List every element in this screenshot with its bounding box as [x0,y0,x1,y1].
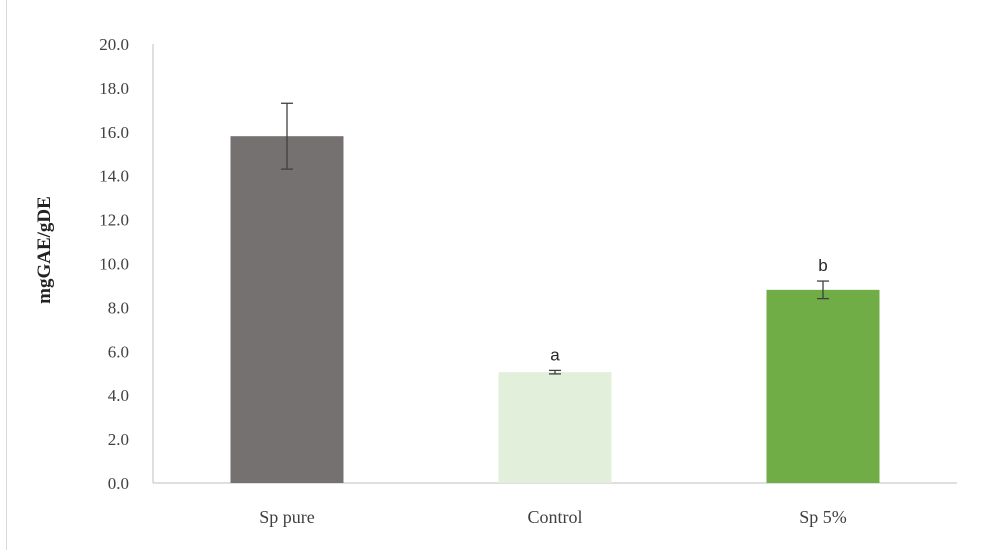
y-tick-label: 4.0 [108,386,129,405]
y-tick-label: 8.0 [108,298,129,317]
y-tick-label: 18.0 [99,79,129,98]
data-label-2: b [818,256,827,275]
bar-0 [230,136,344,483]
y-tick-label: 6.0 [108,342,129,361]
error-bar-2 [817,280,829,300]
bars [230,136,880,483]
category-label-2: Sp 5% [799,507,847,527]
error-bar-1 [549,369,561,375]
y-tick-label: 10.0 [99,255,129,274]
x-axis-categories: Sp pure Control Sp 5% [259,507,847,527]
category-label-0: Sp pure [259,507,315,527]
bar-2 [766,289,880,483]
bar-1 [498,372,612,483]
frame-border [6,0,7,550]
y-tick-label: 20.0 [99,35,129,54]
y-axis-label: mgGAE/gDE [34,196,55,304]
y-tick-label: 16.0 [99,123,129,142]
y-tick-label: 14.0 [99,167,129,186]
y-axis-ticks: 0.0 2.0 4.0 6.0 8.0 10.0 12.0 14.0 16.0 18.0 20.0 [99,35,129,493]
data-labels: ab [550,256,827,364]
y-tick-label: 0.0 [108,474,129,493]
y-tick-label: 12.0 [99,211,129,230]
error-bar-0 [281,102,293,170]
data-label-1: a [550,345,560,364]
y-tick-label: 2.0 [108,430,129,449]
error-bars [281,102,829,375]
category-label-1: Control [527,507,582,527]
